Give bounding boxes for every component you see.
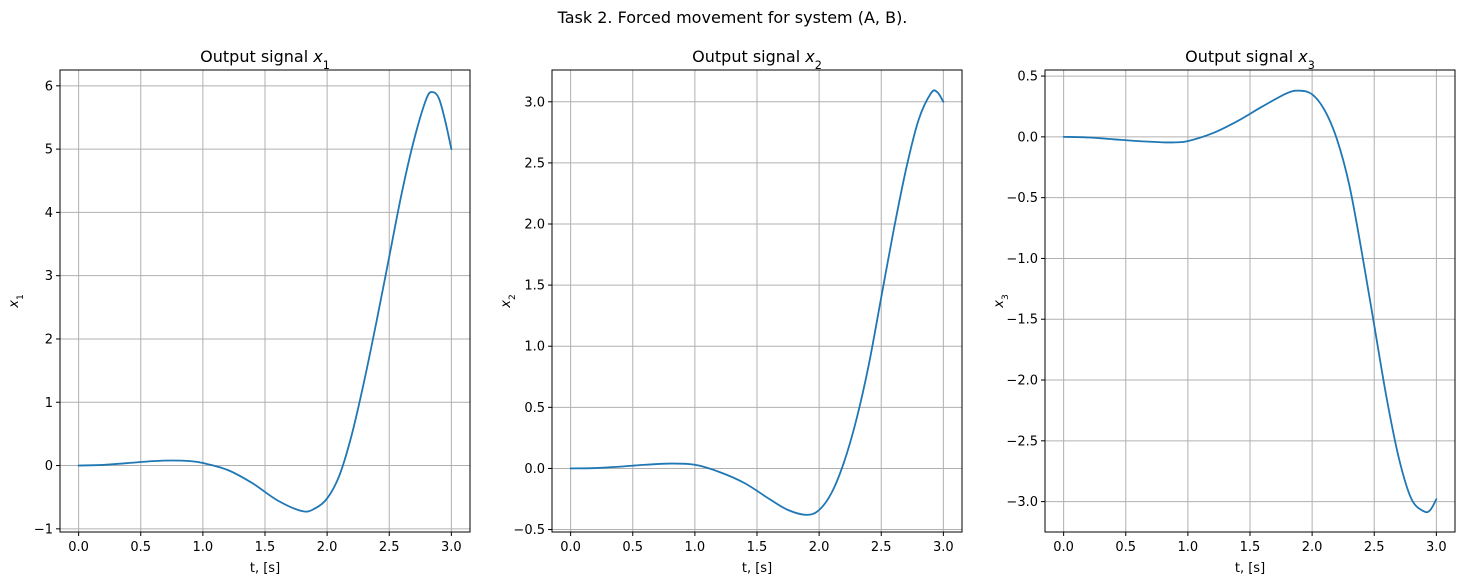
series-line-x2 bbox=[569, 89, 945, 516]
x-tick-label: 2.5 bbox=[1364, 540, 1385, 555]
y-tick-label: 0.5 bbox=[1017, 70, 1038, 85]
subplot-3: 0.0 0.5 1.0 1.5 2.0 2.5 3.0 −3.0 −2.5 −2.0 −1.5 −1.… bbox=[992, 47, 1456, 576]
y-tick-label: −1.0 bbox=[1006, 252, 1038, 267]
subplot-title: Output signal x2 bbox=[692, 47, 822, 72]
y-tick-label: 2.5 bbox=[524, 156, 545, 171]
y-tick-label: −0.5 bbox=[1006, 191, 1038, 206]
y-tick-label: 1.5 bbox=[524, 279, 545, 294]
subplot-2: 0.0 0.5 1.0 1.5 2.0 2.5 3.0 −0.5 0.0 0.5 1.0 1.5 2.0… bbox=[499, 47, 963, 576]
y-tick-label: −2.0 bbox=[1006, 374, 1038, 389]
x-tick-label: 0.5 bbox=[622, 540, 643, 555]
series-line-x1 bbox=[77, 91, 453, 513]
y-tick-label: 0.5 bbox=[524, 401, 545, 416]
x-tick-label: 0.5 bbox=[1115, 540, 1136, 555]
x-tick-label: 2.5 bbox=[871, 540, 892, 555]
y-tick-label: 2 bbox=[45, 332, 53, 347]
x-tick-label: 1.5 bbox=[1240, 540, 1261, 555]
x-tick-label: 3.0 bbox=[1426, 540, 1447, 555]
series-line-x3 bbox=[1062, 89, 1438, 514]
x-tick-label: 1.5 bbox=[747, 540, 768, 555]
y-axis-label: x3 bbox=[992, 294, 1011, 309]
x-tick-label: 1.0 bbox=[1178, 540, 1199, 555]
x-tick-label: 2.0 bbox=[809, 540, 830, 555]
y-tick-label: −0.5 bbox=[513, 523, 545, 538]
x-tick-label: 1.0 bbox=[685, 540, 706, 555]
y-tick-label: 1 bbox=[45, 396, 53, 411]
y-axis-label: x1 bbox=[7, 294, 26, 309]
y-tick-label: 3.0 bbox=[524, 95, 545, 110]
x-tick-label: 2.0 bbox=[1302, 540, 1323, 555]
subplot-1: 0.0 0.5 1.0 1.5 2.0 2.5 3.0 −1 0 1 2 3 4 5 6 Output sig… bbox=[7, 47, 471, 576]
x-tick-label: 1.5 bbox=[255, 540, 276, 555]
x-axis-label: t, [s] bbox=[250, 561, 280, 576]
x-tick-label: 2.0 bbox=[317, 540, 338, 555]
y-tick-label: 0.0 bbox=[1017, 130, 1038, 145]
y-tick-label: −2.5 bbox=[1006, 434, 1038, 449]
y-tick-label: 4 bbox=[45, 206, 53, 221]
x-tick-label: 2.5 bbox=[379, 540, 400, 555]
figure-suptitle: Task 2. Forced movement for system (A, B… bbox=[557, 8, 908, 27]
y-tick-label: −1 bbox=[34, 522, 53, 537]
x-tick-label: 3.0 bbox=[441, 540, 462, 555]
y-tick-label: −3.0 bbox=[1006, 495, 1038, 510]
y-tick-label: 5 bbox=[45, 143, 53, 158]
subplot-title: Output signal x3 bbox=[1185, 47, 1315, 72]
y-tick-label: 0 bbox=[45, 459, 53, 474]
y-tick-label: 1.0 bbox=[524, 340, 545, 355]
x-tick-label: 1.0 bbox=[193, 540, 214, 555]
y-tick-label: 0.0 bbox=[524, 462, 545, 477]
y-tick-label: 2.0 bbox=[524, 218, 545, 233]
x-tick-label: 0.0 bbox=[1053, 540, 1074, 555]
x-axis-label: t, [s] bbox=[742, 561, 772, 576]
y-axis-label: x2 bbox=[499, 294, 518, 309]
x-tick-label: 0.5 bbox=[130, 540, 151, 555]
x-tick-label: 0.0 bbox=[560, 540, 581, 555]
x-axis-label: t, [s] bbox=[1235, 561, 1265, 576]
x-tick-label: 0.0 bbox=[68, 540, 89, 555]
subplot-title: Output signal x1 bbox=[200, 47, 330, 72]
y-tick-label: −1.5 bbox=[1006, 313, 1038, 328]
y-tick-label: 3 bbox=[45, 269, 53, 284]
x-tick-label: 3.0 bbox=[933, 540, 954, 555]
y-tick-label: 6 bbox=[45, 79, 53, 94]
